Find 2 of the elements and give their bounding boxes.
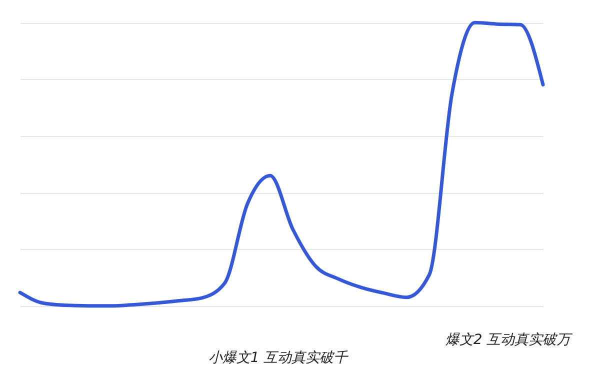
text: 小爆文1 互动真实破千: [208, 350, 349, 366]
text: 爆文2 互动真实破万: [444, 332, 574, 348]
